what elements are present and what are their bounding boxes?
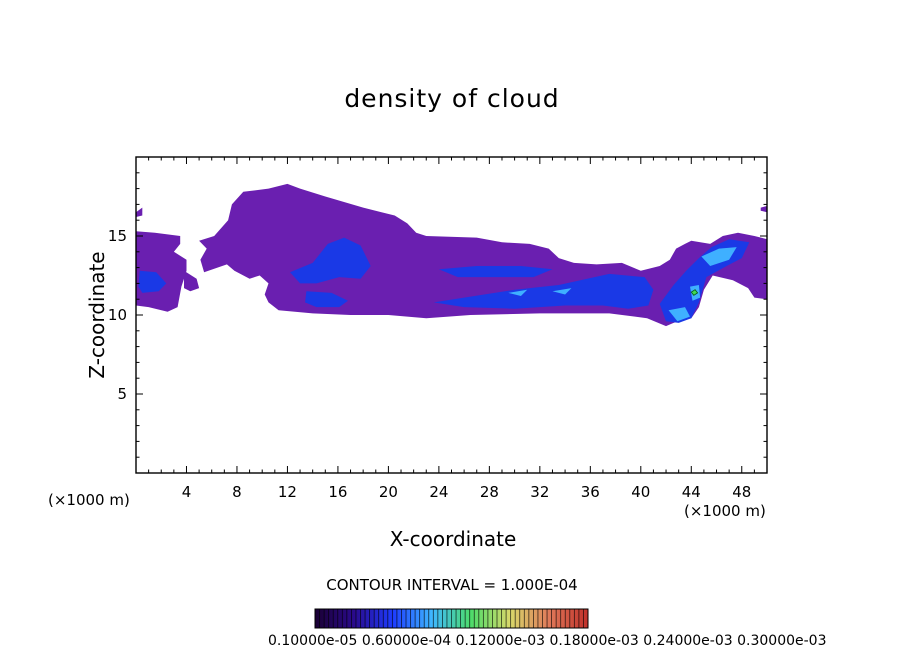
x-tick-label: 12 [278, 483, 297, 501]
cloud-region-level-1 [136, 207, 143, 217]
axis-ticks [136, 157, 767, 473]
cloud-region-level-3 [552, 288, 572, 295]
x-unit-label-right: (×1000 m) [684, 502, 766, 520]
y-tick-label: 15 [108, 227, 127, 245]
cloud-region-level-4 [690, 289, 699, 296]
cloud-region-level-3 [668, 307, 690, 322]
cloud-regions [136, 183, 768, 327]
x-tick-label: 16 [328, 483, 347, 501]
x-tick-label: 28 [480, 483, 499, 501]
x-tick-label: 20 [379, 483, 398, 501]
cloud-region-level-2 [290, 237, 371, 284]
cloud-region-level-3 [701, 247, 737, 266]
y-tick-label: 5 [117, 385, 127, 403]
y-axis-label: Z-coordinate [85, 251, 109, 379]
cloud-region-level-2 [433, 273, 654, 309]
colorbar [314, 608, 589, 629]
cloud-region-level-2 [438, 266, 553, 278]
x-tick-label: 36 [581, 483, 600, 501]
x-tick-label: 24 [429, 483, 448, 501]
y-tick-label: 10 [108, 306, 127, 324]
colorbar-labels: 0.10000e-05 0.60000e-04 0.12000e-03 0.18… [268, 633, 827, 649]
x-tick-label: 48 [732, 483, 751, 501]
x-tick-label: 4 [182, 483, 192, 501]
cloud-region-level-2 [305, 291, 348, 308]
cloud-region-level-2 [138, 270, 167, 293]
chart-title: density of cloud [344, 84, 560, 113]
contour-interval-text: CONTOUR INTERVAL = 1.000E-04 [326, 576, 578, 594]
x-tick-label: 44 [682, 483, 701, 501]
cloud-region-level-3 [508, 289, 528, 296]
x-tick-label: 40 [631, 483, 650, 501]
colorbar-frame [314, 608, 589, 629]
x-tick-label: 32 [530, 483, 549, 501]
x-tick-label: 8 [232, 483, 242, 501]
cloud-region-level-1 [760, 206, 767, 213]
x-unit-label-left: (×1000 m) [48, 491, 130, 509]
cloud-region-level-1 [184, 270, 200, 292]
x-axis-label: X-coordinate [389, 527, 517, 551]
